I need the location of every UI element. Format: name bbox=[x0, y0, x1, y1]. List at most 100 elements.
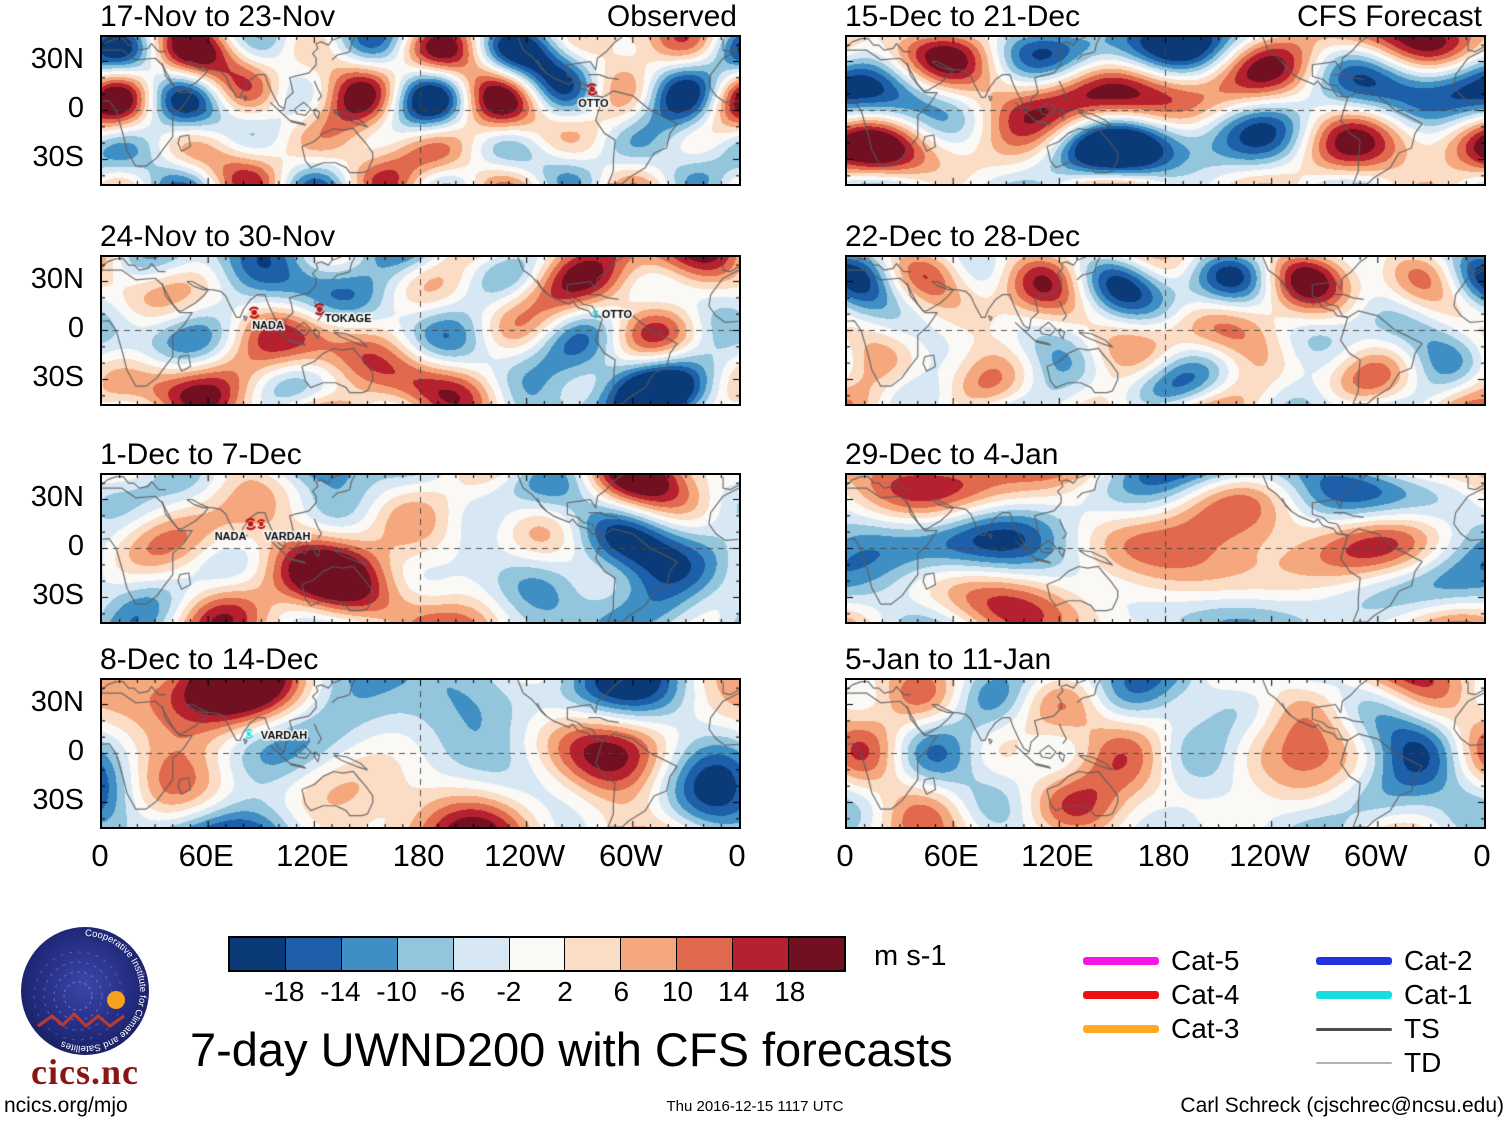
colorbar-segment-3 bbox=[397, 938, 454, 970]
panel-date-range: 29-Dec to 4-Jan bbox=[845, 438, 1059, 471]
colorbar-tick-label: -6 bbox=[440, 976, 466, 1007]
legend-item-cat-4: Cat-4 bbox=[1083, 978, 1239, 1012]
colorbar-segment-7 bbox=[621, 938, 678, 970]
x-axis-label: 60W bbox=[598, 838, 663, 873]
legend-item-ts: TS bbox=[1316, 1012, 1472, 1046]
colorbar-tick-label: 14 bbox=[718, 976, 750, 1007]
footer-credit: Carl Schreck (cjschrec@ncsu.edu) bbox=[1180, 1094, 1504, 1117]
map-panel-observed-row3 bbox=[100, 473, 741, 624]
map-panel-forecast-row2 bbox=[845, 255, 1486, 406]
colorbar-tick-label: -14 bbox=[320, 976, 361, 1007]
y-axis-label: 30N bbox=[30, 480, 84, 513]
legend-label: Cat-2 bbox=[1404, 945, 1473, 976]
map-panel-forecast-row3 bbox=[845, 473, 1486, 624]
logo-text: cics.nc bbox=[31, 1052, 139, 1092]
x-axis-label: 0 bbox=[836, 838, 854, 873]
panel-title: 8-Dec to 14-Dec bbox=[100, 644, 737, 676]
colorbar-unit: m s-1 bbox=[874, 940, 947, 972]
colorbar-tick-label: 6 bbox=[613, 976, 630, 1007]
colorbar-tick-label: 18 bbox=[774, 976, 806, 1007]
logo-mountains bbox=[37, 1011, 125, 1029]
panel-date-range: 5-Jan to 11-Jan bbox=[845, 643, 1052, 676]
legend-line-cat-2 bbox=[1316, 957, 1392, 965]
legend-item-cat-3: Cat-3 bbox=[1083, 1012, 1239, 1046]
y-axis-label: 0 bbox=[67, 734, 84, 767]
legend-line-cat-1 bbox=[1316, 991, 1392, 999]
footer-url: ncics.org/mjo bbox=[4, 1094, 128, 1117]
colorbar-segment-0 bbox=[230, 938, 286, 970]
colorbar-tick-label: -2 bbox=[496, 976, 522, 1007]
legend-item-cat-5: Cat-5 bbox=[1083, 944, 1239, 978]
x-axis-label: 0 bbox=[1473, 838, 1491, 873]
figure-title: 7-day UWND200 with CFS forecasts bbox=[190, 1023, 953, 1076]
panel-title: 1-Dec to 7-Dec bbox=[100, 439, 737, 471]
y-axis-label: 0 bbox=[67, 311, 84, 344]
panel-title: 5-Jan to 11-Jan bbox=[845, 644, 1482, 676]
colorbar-tick-label: -18 bbox=[263, 976, 305, 1007]
legend-line-cat-4 bbox=[1083, 991, 1159, 999]
footer-timestamp: Thu 2016-12-15 1117 UTC bbox=[666, 1098, 844, 1115]
map-panel-observed-row2 bbox=[100, 255, 741, 406]
x-axis-label: 120E bbox=[1021, 838, 1094, 873]
y-axis-label: 30S bbox=[32, 140, 84, 173]
legend-line-td bbox=[1316, 1062, 1392, 1064]
colorbar-segment-8 bbox=[677, 938, 734, 970]
legend-column-1: Cat-5 Cat-4 Cat-3 bbox=[1083, 944, 1239, 1046]
y-axis-label: 30N bbox=[30, 42, 84, 75]
panel-date-range: 24-Nov to 30-Nov bbox=[100, 220, 336, 253]
y-axis-label: 0 bbox=[67, 529, 84, 562]
x-axis-label: 60E bbox=[178, 838, 234, 873]
x-axis-label: 120E bbox=[276, 838, 349, 873]
y-axis-label: 30S bbox=[32, 783, 84, 816]
colorbar bbox=[228, 936, 846, 972]
panel-title: 22-Dec to 28-Dec bbox=[845, 221, 1482, 253]
logo-ring-1 bbox=[63, 981, 93, 1011]
colorbar-tick-label: -10 bbox=[376, 976, 417, 1007]
legend-column-2: Cat-2 Cat-1 TS TD bbox=[1316, 944, 1472, 1080]
x-axis-label: 0 bbox=[91, 838, 109, 873]
y-axis-label: 30S bbox=[32, 578, 84, 611]
panel-date-range: 17-Nov to 23-Nov bbox=[100, 0, 336, 33]
legend-line-cat-5 bbox=[1083, 957, 1159, 965]
legend-item-cat-1: Cat-1 bbox=[1316, 978, 1472, 1012]
y-axis-label: 30N bbox=[30, 262, 84, 295]
colorbar-gradient bbox=[228, 936, 846, 972]
map-panel-observed-row4 bbox=[100, 678, 741, 829]
column-label: Observed bbox=[606, 0, 737, 33]
legend-label: Cat-4 bbox=[1171, 979, 1240, 1010]
colorbar-tick-label: 10 bbox=[661, 976, 694, 1007]
x-axis-label: 180 bbox=[1137, 838, 1190, 873]
legend-label: Cat-1 bbox=[1404, 979, 1473, 1010]
legend-label: Cat-5 bbox=[1171, 945, 1240, 976]
colorbar-segment-2 bbox=[341, 938, 398, 970]
colorbar-tick-label: 2 bbox=[557, 976, 573, 1007]
legend-label: Cat-3 bbox=[1171, 1013, 1240, 1044]
colorbar-segment-5 bbox=[509, 938, 566, 970]
panel-title: 29-Dec to 4-Jan bbox=[845, 439, 1482, 471]
cics-logo: Cooperative Institute for Climate and Sa… bbox=[6, 924, 164, 1093]
legend-label: TD bbox=[1404, 1047, 1442, 1078]
colorbar-segment-6 bbox=[565, 938, 622, 970]
y-axis-label: 30N bbox=[30, 685, 84, 718]
colorbar-segment-1 bbox=[285, 938, 342, 970]
cics-logo-graphic: Cooperative Institute for Climate and Sa… bbox=[21, 927, 149, 1055]
panel-date-range: 15-Dec to 21-Dec bbox=[845, 0, 1081, 33]
map-panel-observed-row1 bbox=[100, 35, 741, 186]
x-axis-label: 0 bbox=[728, 838, 746, 873]
panel-date-range: 1-Dec to 7-Dec bbox=[100, 438, 302, 471]
legend-item-td: TD bbox=[1316, 1046, 1472, 1080]
legend-line-cat-3 bbox=[1083, 1025, 1159, 1033]
x-axis-label: 60W bbox=[1343, 838, 1408, 873]
panel-date-range: 22-Dec to 28-Dec bbox=[845, 220, 1081, 253]
column-label: CFS Forecast bbox=[1296, 0, 1482, 33]
colorbar-segment-9 bbox=[733, 938, 790, 970]
colorbar-segment-10 bbox=[789, 938, 844, 970]
panel-title: 17-Nov to 23-Nov Observed bbox=[100, 1, 737, 33]
logo-sun-icon bbox=[107, 991, 125, 1009]
logo-globe bbox=[21, 927, 149, 1055]
legend-line-ts bbox=[1316, 1027, 1392, 1031]
x-axis-label: 60E bbox=[923, 838, 979, 873]
x-axis-label: 120W bbox=[1229, 838, 1311, 873]
panel-date-range: 8-Dec to 14-Dec bbox=[100, 643, 319, 676]
colorbar-segment-4 bbox=[453, 938, 510, 970]
